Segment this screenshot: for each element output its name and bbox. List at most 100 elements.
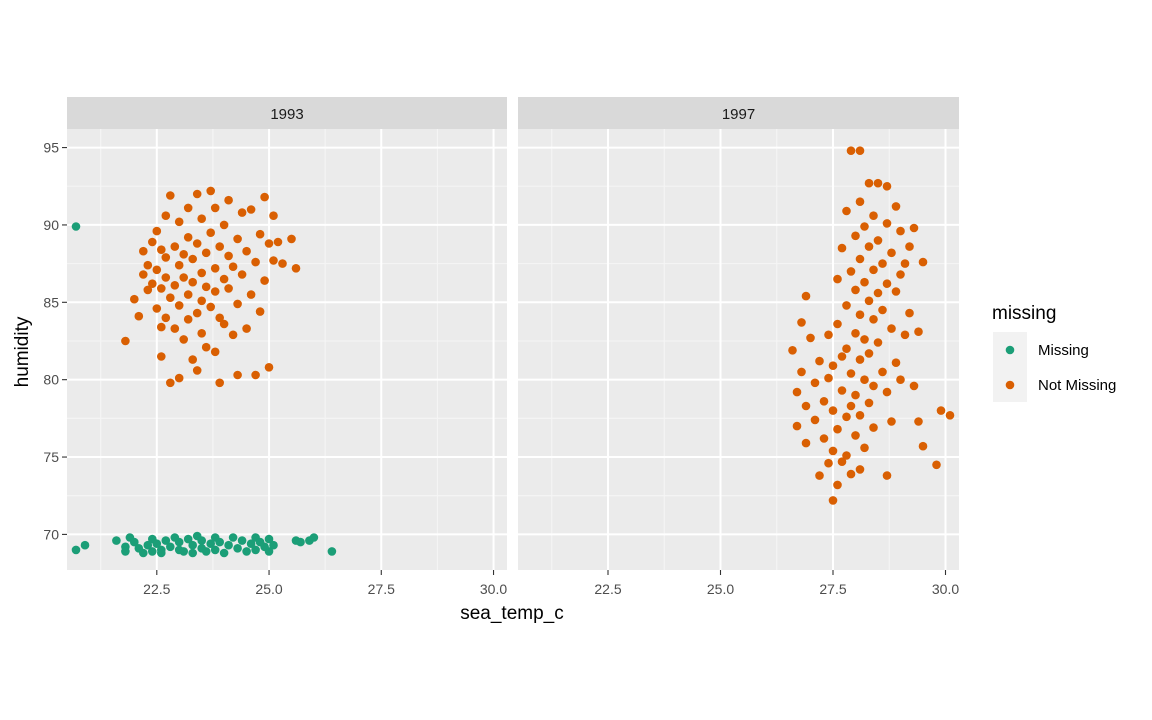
legend-label: Not Missing xyxy=(1038,377,1116,394)
data-point-missing xyxy=(166,542,175,552)
data-point-not-missing xyxy=(792,387,802,397)
data-point-missing xyxy=(242,547,251,556)
data-point-not-missing xyxy=(860,277,869,287)
data-point-not-missing xyxy=(166,293,175,303)
data-point-not-missing xyxy=(810,378,820,388)
data-point-not-missing xyxy=(828,446,838,456)
data-point-missing xyxy=(309,533,319,542)
data-point-missing xyxy=(224,540,233,550)
data-point-not-missing xyxy=(170,324,180,333)
data-point-missing xyxy=(215,537,224,547)
data-point-not-missing xyxy=(197,329,206,338)
facet-strip-label: 1993 xyxy=(270,106,303,123)
data-point-not-missing xyxy=(192,239,202,248)
data-point-not-missing xyxy=(855,197,865,206)
data-point-not-missing xyxy=(833,424,842,434)
data-point-not-missing xyxy=(192,189,202,199)
data-point-not-missing xyxy=(837,386,847,395)
data-point-not-missing xyxy=(139,270,148,279)
data-point-not-missing xyxy=(224,195,233,205)
data-point-not-missing xyxy=(851,329,860,338)
data-point-not-missing xyxy=(161,313,171,323)
data-point-not-missing xyxy=(846,146,856,155)
data-point-not-missing xyxy=(174,260,184,270)
legend-key-missing xyxy=(1005,345,1015,355)
data-point-not-missing xyxy=(148,237,157,247)
data-point-not-missing xyxy=(287,234,296,244)
data-point-not-missing xyxy=(291,264,301,273)
data-point-not-missing xyxy=(242,246,251,256)
data-point-not-missing xyxy=(174,301,184,310)
data-point-not-missing xyxy=(797,367,806,377)
data-point-not-missing xyxy=(278,259,287,268)
data-point-missing xyxy=(210,545,220,555)
data-point-missing xyxy=(148,547,157,556)
y-tick-label: 75 xyxy=(43,449,59,465)
data-point-not-missing xyxy=(882,219,892,228)
data-point-not-missing xyxy=(188,254,197,264)
x-tick-label: 22.5 xyxy=(594,581,621,597)
facet-strip-label: 1997 xyxy=(722,106,755,123)
data-point-not-missing xyxy=(788,346,797,355)
data-point-not-missing xyxy=(878,367,887,377)
data-point-missing xyxy=(130,537,139,547)
data-point-not-missing xyxy=(896,375,905,385)
data-point-not-missing xyxy=(909,381,919,391)
data-point-not-missing xyxy=(161,211,171,220)
data-point-not-missing xyxy=(179,273,188,282)
data-point-not-missing xyxy=(157,322,166,332)
data-point-not-missing xyxy=(801,291,811,301)
data-point-not-missing xyxy=(201,282,211,292)
x-tick-label: 30.0 xyxy=(480,581,507,597)
data-point-not-missing xyxy=(260,276,269,285)
x-tick-label: 27.5 xyxy=(819,581,846,597)
data-point-not-missing xyxy=(264,363,274,372)
data-point-not-missing xyxy=(869,265,878,275)
data-point-not-missing xyxy=(170,242,180,251)
data-point-not-missing xyxy=(264,239,274,248)
y-axis-label: humidity xyxy=(12,316,33,387)
data-point-not-missing xyxy=(828,406,838,415)
data-point-not-missing xyxy=(237,270,247,279)
data-point-not-missing xyxy=(215,313,224,323)
data-point-not-missing xyxy=(887,417,896,426)
data-point-not-missing xyxy=(228,330,238,340)
data-point-not-missing xyxy=(824,330,833,340)
data-point-not-missing xyxy=(183,203,193,213)
data-point-not-missing xyxy=(197,214,206,223)
data-point-not-missing xyxy=(873,288,883,298)
data-point-not-missing xyxy=(157,284,166,293)
x-tick-label: 27.5 xyxy=(368,581,395,597)
data-point-not-missing xyxy=(166,378,175,388)
data-point-not-missing xyxy=(905,242,914,251)
data-point-not-missing xyxy=(819,397,829,406)
data-point-not-missing xyxy=(233,299,242,309)
facet-panels: 1993 22.5 25.0 27.5 30.0 70 75 80 85 90 95 1997 22.5… xyxy=(43,97,959,597)
data-point-not-missing xyxy=(914,417,923,426)
data-point-not-missing xyxy=(130,294,139,304)
data-point-not-missing xyxy=(215,242,224,251)
data-point-not-missing xyxy=(851,231,860,241)
legend-label: Missing xyxy=(1038,342,1089,359)
data-point-not-missing xyxy=(846,369,856,378)
data-point-not-missing xyxy=(869,315,878,324)
data-point-not-missing xyxy=(855,355,865,364)
data-point-missing xyxy=(264,534,274,544)
data-point-not-missing xyxy=(242,324,251,333)
data-point-missing xyxy=(71,545,81,555)
data-point-not-missing xyxy=(228,262,238,272)
data-point-not-missing xyxy=(797,318,806,327)
data-point-not-missing xyxy=(842,206,851,216)
data-point-not-missing xyxy=(157,245,166,254)
data-point-not-missing xyxy=(246,290,256,299)
data-point-not-missing xyxy=(918,441,928,451)
data-point-not-missing xyxy=(860,335,869,344)
data-point-not-missing xyxy=(197,268,206,278)
data-point-not-missing xyxy=(846,267,856,276)
data-point-not-missing xyxy=(855,411,865,420)
data-point-not-missing xyxy=(873,236,883,245)
data-point-missing xyxy=(152,539,162,548)
data-point-missing xyxy=(201,547,211,556)
data-point-not-missing xyxy=(206,228,215,237)
